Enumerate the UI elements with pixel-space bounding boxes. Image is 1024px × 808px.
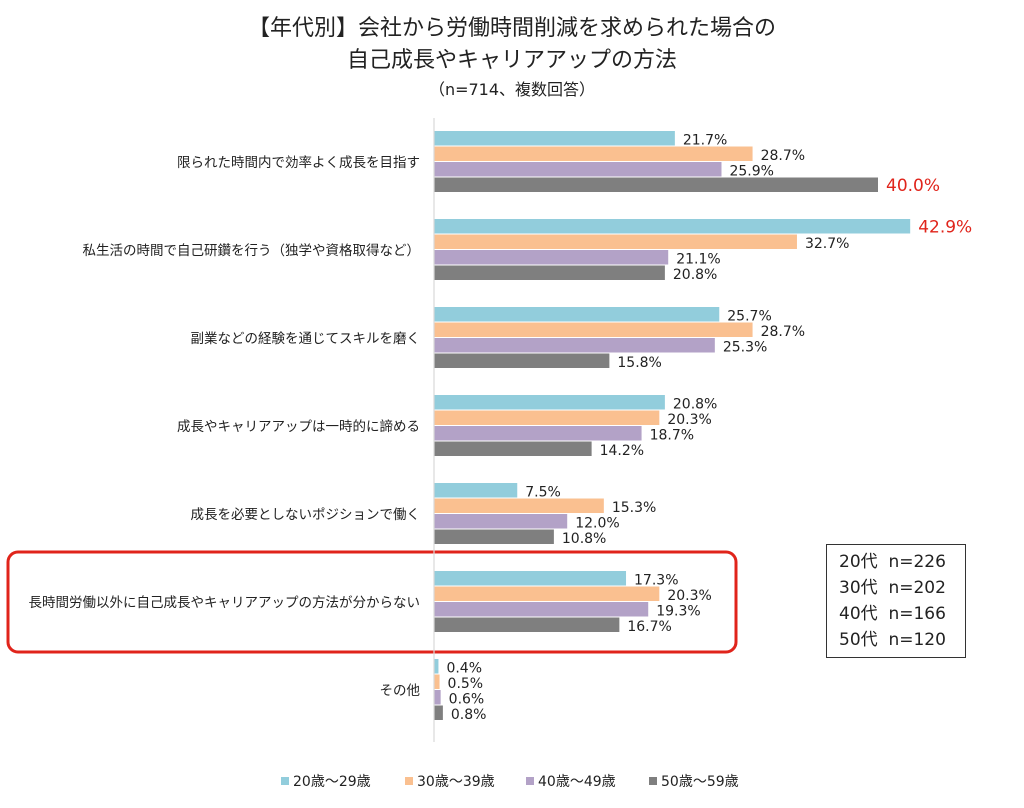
- data-label: 28.7%: [761, 148, 805, 164]
- data-label: 28.7%: [761, 324, 805, 340]
- bar: [434, 146, 753, 161]
- data-label: 21.1%: [676, 252, 720, 268]
- legend-label: 20歳～29歳: [293, 774, 371, 790]
- data-label: 12.0%: [575, 516, 619, 532]
- bar: [434, 674, 440, 689]
- legend-swatch: [405, 777, 413, 785]
- legend-label: 30歳～39歳: [417, 774, 495, 790]
- data-label: 20.3%: [667, 588, 711, 604]
- bar: [434, 395, 665, 410]
- bar: [434, 586, 660, 601]
- bar: [434, 426, 642, 441]
- data-label: 14.2%: [600, 443, 644, 459]
- age-group-label: 40代: [839, 604, 878, 624]
- bar: [434, 659, 439, 674]
- data-label: 16.7%: [627, 619, 671, 635]
- bar: [434, 705, 443, 720]
- category-label: 副業などの経験を通じてスキルを磨く: [191, 331, 421, 347]
- data-label: 0.8%: [451, 707, 487, 723]
- sample-size-row: 30代 n=202: [839, 575, 965, 601]
- category-label: 私生活の時間で自己研鑽を行う（独学や資格取得など）: [83, 242, 421, 259]
- bar: [434, 498, 604, 513]
- bar: [434, 353, 610, 368]
- category-label: 成長を必要としないポジションで働く: [191, 507, 421, 523]
- sample-size-box: 20代 n=226 30代 n=202 40代 n=166 50代 n=120: [826, 544, 966, 658]
- data-label: 10.8%: [562, 531, 606, 547]
- data-label: 20.8%: [673, 267, 717, 283]
- sample-size-value: n=166: [888, 604, 946, 624]
- data-label: 20.3%: [667, 412, 711, 428]
- bar: [434, 322, 753, 337]
- age-group-label: 20代: [839, 552, 878, 572]
- sample-size-row: 20代 n=226: [839, 549, 965, 575]
- legend-label: 40歳～49歳: [538, 774, 616, 790]
- category-label: 限られた時間内で効率よく成長を目指す: [177, 154, 420, 171]
- data-label: 0.5%: [448, 676, 484, 692]
- data-label: 21.7%: [683, 133, 727, 149]
- bar: [434, 690, 441, 705]
- bar: [434, 338, 715, 353]
- bar: [434, 234, 797, 249]
- data-label: 25.9%: [729, 164, 773, 180]
- data-label: 25.7%: [727, 309, 771, 325]
- highlight-box: [6, 550, 738, 654]
- data-label: 42.9%: [918, 218, 972, 238]
- sample-size-row: 40代 n=166: [839, 601, 965, 627]
- bar: [434, 617, 620, 632]
- category-label: 長時間労働以外に自己成長やキャリアアップの方法が分からない: [29, 595, 421, 611]
- data-label: 18.7%: [650, 428, 694, 444]
- bar: [434, 177, 878, 192]
- bar: [434, 483, 518, 498]
- data-label: 0.6%: [449, 692, 485, 708]
- age-group-label: 50代: [839, 630, 878, 650]
- age-group-label: 30代: [839, 578, 878, 598]
- category-label: 成長やキャリアアップは一時的に諦める: [177, 418, 420, 435]
- legend-swatch: [649, 777, 657, 785]
- legend-swatch: [526, 777, 534, 785]
- bar: [434, 441, 592, 456]
- data-label: 25.3%: [723, 340, 767, 356]
- data-label: 17.3%: [634, 573, 678, 589]
- bar: [434, 131, 675, 146]
- data-label: 15.3%: [612, 500, 656, 516]
- data-label: 0.4%: [446, 661, 482, 677]
- data-label: 20.8%: [673, 397, 717, 413]
- category-label: その他: [380, 683, 421, 699]
- data-label: 7.5%: [525, 485, 561, 501]
- bar: [434, 410, 660, 425]
- bar: [434, 265, 665, 280]
- chart-title-line1: 【年代別】会社から労働時間削減を求められた場合の: [247, 16, 776, 41]
- sample-size-value: n=120: [888, 630, 946, 650]
- legend-label: 50歳～59歳: [661, 774, 739, 790]
- sample-size-row: 50代 n=120: [839, 627, 965, 653]
- data-label: 32.7%: [805, 236, 849, 252]
- sample-size-value: n=202: [888, 578, 946, 598]
- chart-title-line2: 自己成長やキャリアアップの方法: [346, 48, 677, 73]
- data-label: 40.0%: [886, 176, 940, 196]
- bar: [434, 162, 722, 177]
- legend-swatch: [281, 777, 289, 785]
- bar: [434, 602, 649, 617]
- bar: [434, 571, 627, 586]
- data-label: 19.3%: [656, 604, 700, 620]
- bar: [434, 219, 911, 234]
- data-label: 15.8%: [617, 355, 661, 371]
- bar: [434, 250, 669, 265]
- chart-subtitle: （n=714、複数回答）: [428, 80, 596, 99]
- bar: [434, 514, 568, 529]
- bar: [434, 529, 554, 544]
- sample-size-value: n=226: [888, 552, 946, 572]
- bar: [434, 307, 720, 322]
